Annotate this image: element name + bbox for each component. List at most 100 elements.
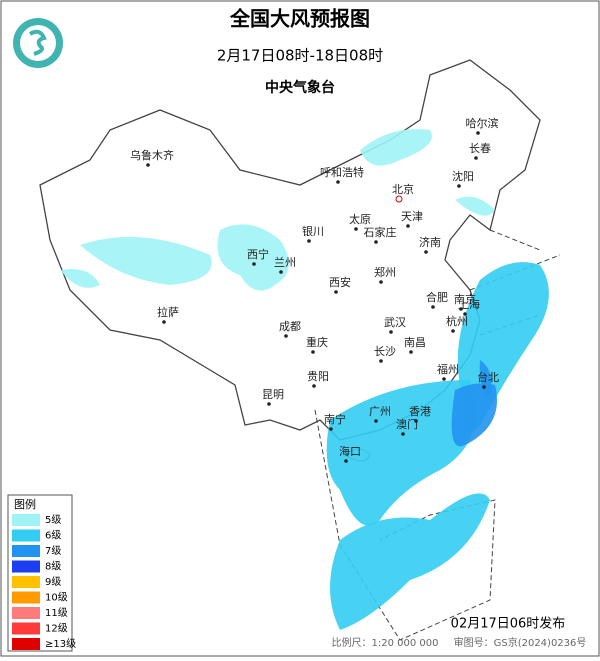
legend-label: 5级 (45, 514, 61, 526)
city-dot (284, 334, 288, 338)
city-label: 北京 (392, 182, 414, 196)
city-label: 天津 (401, 210, 423, 223)
legend-swatch (12, 591, 40, 604)
city-label: 银川 (302, 224, 324, 238)
city-label: 南京 (454, 292, 476, 306)
city-dot (334, 290, 338, 294)
city-dot (406, 224, 410, 228)
city-dot (344, 459, 348, 463)
legend-label: 6级 (45, 530, 61, 542)
city-label: 福州 (437, 362, 459, 376)
city-dot (329, 427, 333, 431)
legend-title: 图例 (14, 497, 36, 511)
city-dot (374, 240, 378, 244)
city-dot (442, 377, 446, 381)
legend-label: 11级 (45, 607, 68, 619)
city-label: 台北 (477, 370, 499, 384)
city-label: 昆明 (262, 388, 284, 401)
city-label: 哈尔滨 (466, 116, 499, 130)
city-label: 兰州 (274, 256, 296, 269)
city-dot (476, 131, 480, 135)
city-dot (312, 384, 316, 388)
city-label: 南昌 (404, 336, 426, 349)
city-label: 太原 (349, 213, 371, 226)
city-label: 重庆 (306, 335, 328, 349)
city-label: 贵阳 (307, 370, 329, 383)
legend-swatch (12, 638, 40, 650)
legend-label: 8级 (45, 561, 61, 573)
scale: 比例尺：1:20 000 000 (332, 636, 439, 649)
city-dot (267, 402, 271, 406)
city-dot (431, 305, 435, 309)
wind-area (451, 383, 497, 447)
city-label: 石家庄 (364, 225, 397, 239)
city-label: 上海 (458, 297, 480, 311)
city-label: 郑州 (374, 265, 396, 279)
city-dot (395, 195, 403, 203)
city-label: 济南 (419, 235, 441, 249)
city-label: 澳门 (396, 417, 418, 431)
wind-area (217, 224, 289, 291)
city-label: 海口 (339, 444, 361, 458)
legend-label: 10级 (45, 592, 68, 604)
city-dot (459, 307, 463, 311)
city-dot (162, 320, 166, 324)
city-dot (463, 312, 467, 316)
legend-swatch (12, 514, 40, 526)
legend-swatch (12, 576, 40, 588)
sea-boundary (314, 229, 561, 641)
city-dot (307, 239, 311, 243)
city-label: 长春 (469, 142, 491, 155)
legend-swatch (12, 622, 40, 635)
approval: 审图号：GS京(2024)0236号 (454, 636, 587, 649)
city-dot (379, 359, 383, 363)
legend-swatch (12, 607, 40, 619)
title: 全国大风预报图 (229, 7, 370, 31)
city-label: 香港 (409, 405, 431, 418)
city-dot (354, 227, 358, 231)
china-outline (39, 59, 541, 441)
city-dot (401, 432, 405, 436)
legend-swatch (12, 545, 40, 557)
city-label: 沈阳 (452, 169, 474, 183)
city-label: 长沙 (374, 345, 396, 358)
city-dot (414, 419, 418, 423)
city-dot (374, 419, 378, 423)
city-label: 呼和浩特 (320, 165, 364, 179)
city-label: 武汉 (384, 316, 406, 329)
city-dot (424, 250, 428, 254)
city-dot (409, 350, 413, 354)
logo-mark (28, 29, 47, 56)
city-dot (482, 385, 486, 389)
legend-swatch (12, 529, 40, 542)
city-dot (311, 350, 315, 354)
city-label: 合肥 (426, 290, 448, 304)
wind-area (330, 493, 490, 630)
city-dot (379, 280, 383, 284)
legend-label: 7级 (45, 545, 61, 557)
legend-label: 9级 (45, 576, 61, 588)
issued: 02月17日06时发布 (451, 616, 566, 632)
city-dot (146, 163, 150, 167)
city-label: 南宁 (324, 412, 346, 426)
wind-area (455, 196, 495, 216)
city-dot (336, 180, 340, 184)
city-label: 杭州 (446, 314, 468, 328)
city-label: 广州 (369, 405, 391, 418)
city-dot (389, 330, 393, 334)
legend-label: 12级 (45, 623, 68, 635)
city-label: 西宁 (247, 247, 269, 261)
wind-area (80, 237, 212, 285)
legend-swatch (12, 560, 40, 573)
city-dot (451, 329, 455, 333)
wind-area (360, 129, 432, 166)
city-label: 成都 (279, 320, 301, 333)
city-label: 乌鲁木齐 (130, 148, 174, 162)
city-dot (474, 156, 478, 160)
city-label: 西安 (329, 275, 351, 289)
city-dot (279, 270, 283, 274)
issuer: 中央气象台 (265, 79, 335, 96)
city-label: 拉萨 (157, 305, 179, 319)
